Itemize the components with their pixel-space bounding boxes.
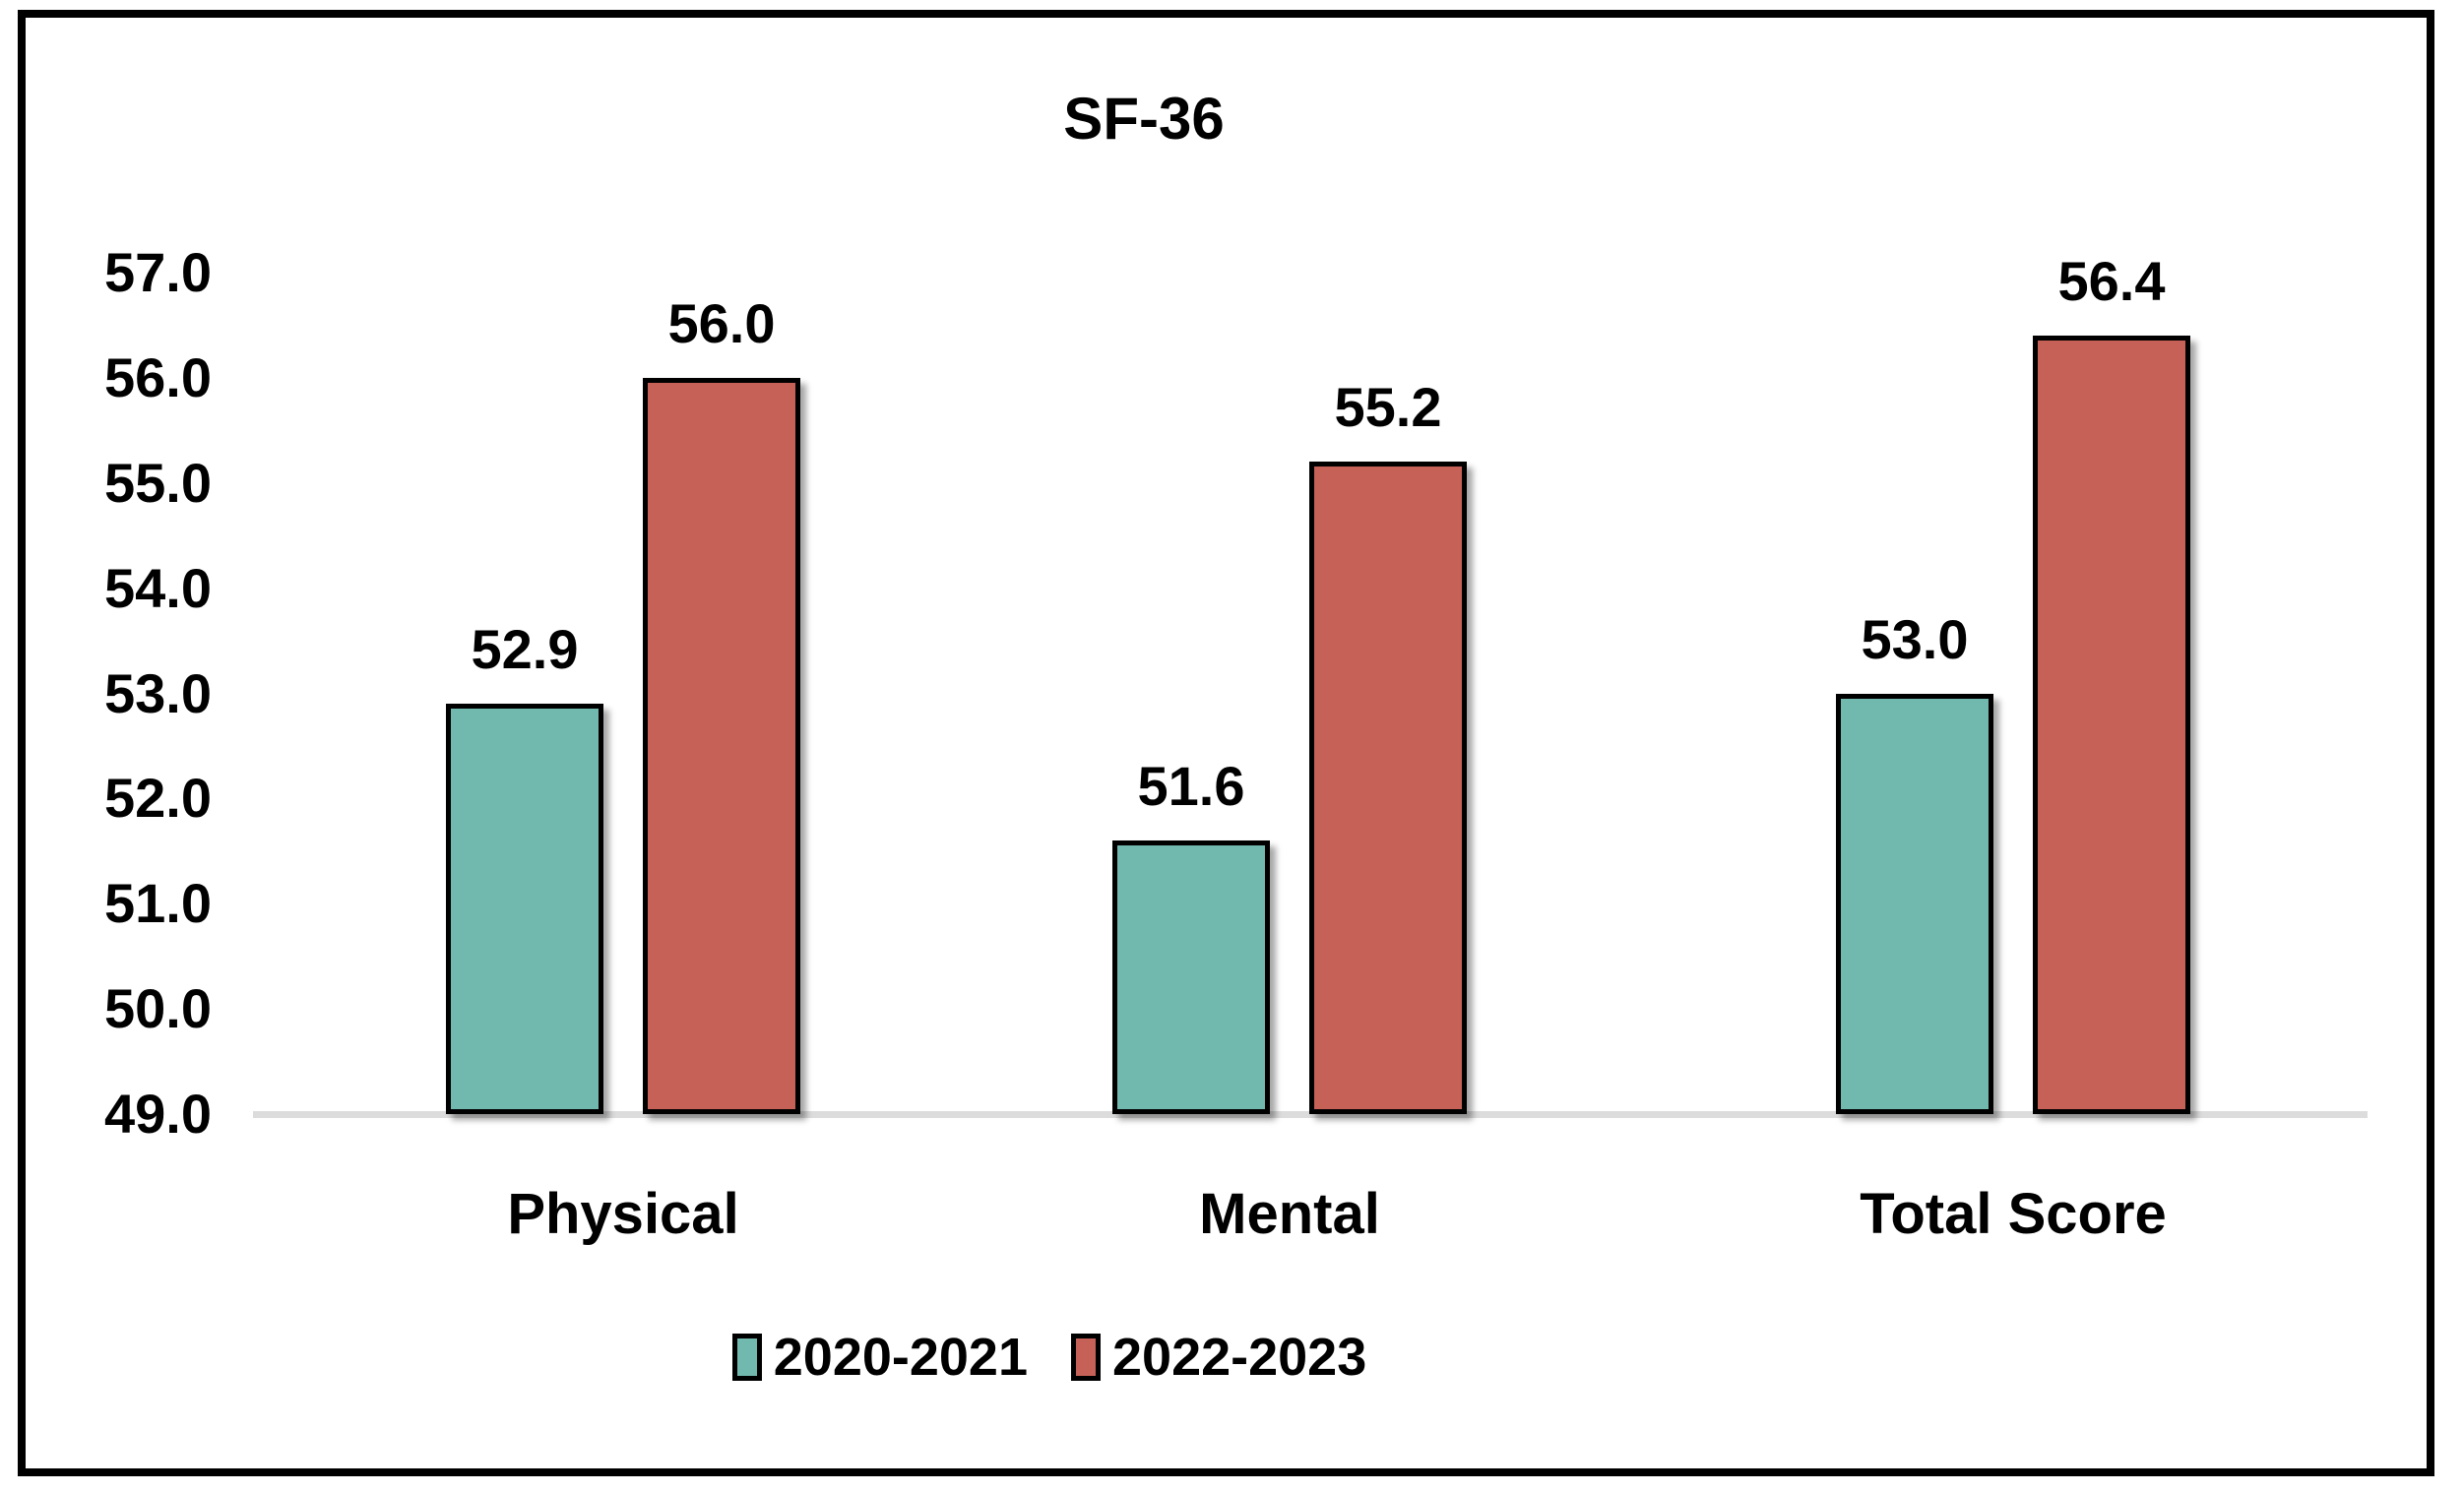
chart-frame	[18, 10, 2434, 1476]
x-category-label: Total Score	[1860, 1182, 2167, 1246]
bar-2020-2021-physical	[446, 704, 603, 1114]
bar-value-label: 55.2	[1334, 376, 1442, 439]
bar-value-label: 51.6	[1137, 755, 1245, 818]
bar-2022-2023-mental	[1309, 462, 1467, 1114]
bar-value-label: 56.4	[2057, 250, 2166, 313]
legend-swatch-icon	[1071, 1334, 1101, 1381]
y-tick-label: 56.0	[104, 345, 212, 408]
y-tick-label: 55.0	[104, 451, 212, 514]
bar-value-label: 52.9	[471, 618, 579, 681]
y-tick-label: 51.0	[104, 872, 212, 935]
y-tick-label: 52.0	[104, 767, 212, 830]
y-tick-label: 54.0	[104, 556, 212, 619]
y-tick-label: 57.0	[104, 241, 212, 303]
legend-item: 2020-2021	[731, 1328, 1028, 1387]
bar-value-label: 53.0	[1861, 607, 1969, 670]
x-category-label: Mental	[1199, 1182, 1380, 1246]
legend-item: 2022-2023	[1071, 1331, 1366, 1384]
bar-2020-2021-total-score	[1836, 693, 1993, 1114]
axis-baseline	[253, 1111, 2368, 1118]
y-tick-label: 50.0	[104, 977, 212, 1040]
y-tick-label: 53.0	[104, 661, 212, 724]
bar-2022-2023-total-score	[2033, 336, 2190, 1114]
bar-value-label: 56.0	[667, 291, 776, 354]
bar-2020-2021-mental	[1112, 840, 1270, 1114]
x-category-label: Physical	[507, 1182, 739, 1246]
bar-2022-2023-physical	[643, 377, 800, 1114]
legend: 2020-2021 2022-2023	[0, 1331, 2099, 1384]
chart-title: SF-36	[1063, 86, 1225, 152]
legend-swatch-icon	[731, 1334, 762, 1381]
legend-label: 2022-2023	[1112, 1328, 1367, 1387]
legend-label: 2020-2021	[773, 1328, 1028, 1387]
y-tick-label: 49.0	[104, 1083, 212, 1145]
